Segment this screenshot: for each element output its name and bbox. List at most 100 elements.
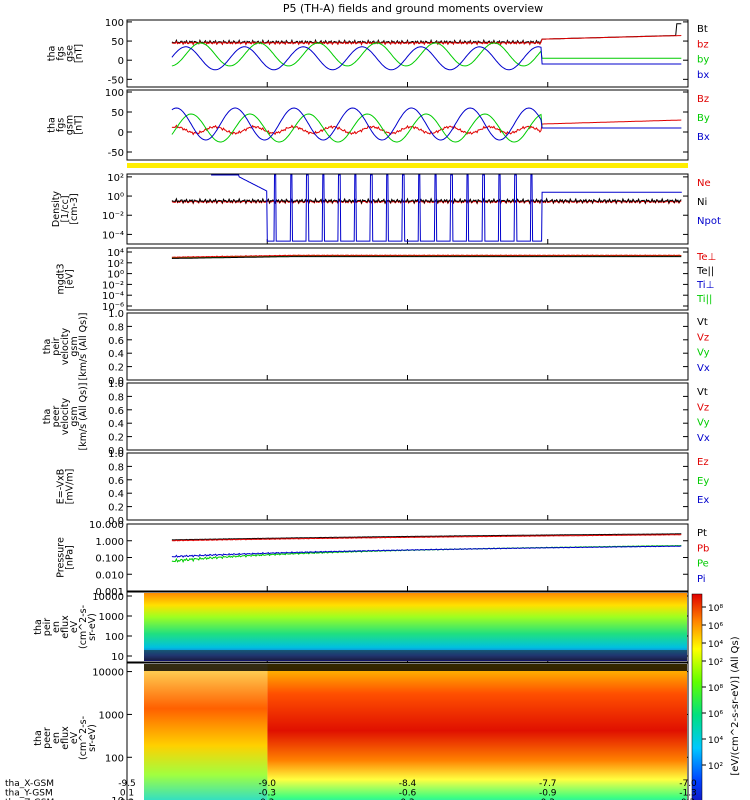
y-axis-label: gsm [65, 115, 76, 135]
colorbar [691, 593, 703, 800]
colorbar-label: [eV/(cm^2-s-sr-eV)] (All Qs) [730, 636, 741, 775]
y-axis-label: tha [33, 619, 44, 635]
panel-frame [126, 662, 689, 800]
y-tick-label: 0.2 [108, 503, 124, 514]
y-tick-label: 1.0 [108, 309, 124, 320]
legend-entry: Ez [697, 457, 709, 468]
series-Ni [171, 197, 682, 205]
x-tick-label: -7.0 [679, 779, 697, 789]
y-axis-label: gse [65, 45, 76, 62]
y-tick-label: 10⁻² [102, 280, 124, 291]
y-tick-label: 0.100 [95, 554, 124, 565]
legend-entry: Vy [697, 418, 710, 429]
x-tick-label: 0.3 [260, 798, 274, 800]
y-tick-label: 1.000 [95, 537, 124, 548]
y-tick-label: 0.6 [108, 406, 124, 417]
y-tick-label: 1000 [99, 612, 124, 623]
x-tick-label: 0.3 [681, 798, 695, 800]
legend-entry: Ni [697, 197, 707, 208]
panel-peir-eflux: 10000 1000 100 10 thapeirenefluxeV(cm^2-s-sr… [33, 591, 689, 663]
y-tick-label: 100 [105, 753, 124, 764]
x-tick-label: 0.3 [541, 798, 555, 800]
panel-frame [126, 19, 689, 88]
y-axis-label: [km/s (All Qs)] [78, 383, 89, 451]
y-axis-label: [nT] [74, 44, 85, 63]
legend-entry: Vx [697, 433, 710, 444]
panel-efield: 1.0 0.8 0.6 0.4 0.2 0.0 E=-VxB[mV/m] Ez Ey Ex [56, 449, 710, 527]
panel-frame [126, 312, 689, 381]
legend-entry: Ti|| [696, 294, 712, 305]
y-axis-label: (cm^2-s- [78, 605, 89, 649]
x-tick-label: 0.3 [400, 798, 414, 800]
series-Te-perp [171, 254, 682, 259]
series-Pi [171, 545, 682, 558]
y-axis-label: peer [42, 727, 53, 749]
legend-entry: Vz [697, 402, 709, 413]
y-axis-label: en [51, 621, 62, 633]
y-axis-label: peer [51, 406, 62, 428]
y-axis-label: sr-eV) [87, 724, 98, 752]
legend-entry: Pe [697, 559, 709, 570]
legend-entry: Vt [697, 317, 708, 328]
legend-entry: Vx [697, 363, 710, 374]
y-axis-label: tha [33, 730, 44, 746]
spectrogram-peir-low-band [144, 650, 687, 660]
legend-entry: Bx [697, 132, 710, 143]
panel-pressure: 10.000 1.000 0.100 0.010 0.001 Pressure[nPa] P… [56, 520, 710, 598]
spectrogram-peir [144, 593, 687, 661]
legend-entry: Vt [697, 387, 708, 398]
y-tick-label: -50 [108, 148, 124, 159]
y-tick-label: 10⁻⁴ [102, 291, 124, 302]
y-axis-label: [km/s (All Qs)] [78, 313, 89, 381]
y-tick-label: 0.010 [95, 570, 124, 581]
y-axis-label: tha [47, 117, 58, 133]
y-axis-label: [eV] [65, 269, 76, 289]
y-axis-label: fgs [56, 118, 67, 132]
x-tick-label: -7.7 [539, 779, 557, 789]
legend-entry: By [697, 113, 710, 124]
y-tick-label: 0.2 [108, 433, 124, 444]
panel-peer-eflux: 10000 1000 100 10 thapeerenefluxeV(cm^2-s-sr… [33, 662, 689, 800]
y-tick-label: 0.4 [108, 419, 124, 430]
y-axis-label: sr-eV) [87, 613, 98, 641]
y-tick-label: 1.0 [108, 379, 124, 390]
y-tick-label: 10² [107, 173, 124, 184]
y-tick-label: 0.4 [108, 349, 124, 360]
y-axis-label: velocity [60, 398, 71, 436]
y-axis-label: tha [42, 339, 53, 355]
legend-entry: Ey [697, 476, 709, 487]
legend-entry: Te⊥ [696, 252, 716, 263]
legend-entry: Ex [697, 495, 709, 506]
colorbar-tick-label: 10⁶ [708, 710, 723, 720]
x-tick-label: -1.3 [679, 789, 697, 799]
legend-entry: Bt [697, 24, 708, 35]
legend-entry: Pi [697, 574, 706, 585]
y-tick-label: 10⁴ [107, 248, 124, 259]
legend-entry: bx [697, 70, 709, 81]
legend-entry: Te|| [696, 266, 714, 277]
y-tick-label: 0.001 [95, 587, 124, 598]
y-axis-label: [cm-3] [69, 193, 80, 224]
y-tick-label: 10⁰ [107, 270, 124, 281]
series-bx [171, 46, 682, 71]
x-axis-row-label: tha_Y-GSM [5, 789, 53, 799]
legend-entry: Vz [697, 332, 709, 343]
y-axis-label: tha [42, 409, 53, 425]
panel-density: 10² 10⁰ 10⁻² 10⁻⁴ Density[1/cc][cm-3] Ne Ni Npo… [51, 173, 721, 245]
y-axis-label: mgdt3 [56, 263, 67, 294]
y-tick-label: 0.0 [108, 376, 124, 387]
overlays-group [126, 23, 689, 800]
y-axis-label: [1/cc] [60, 195, 71, 222]
y-axis-label: peir [51, 337, 62, 356]
legend-entry: Pb [697, 543, 709, 554]
colorbar-tick-label: 10⁶ [708, 622, 723, 632]
colorbar-tick-label: 10⁴ [708, 640, 723, 650]
colorbar-tick-label: 10⁸ [708, 684, 723, 694]
legend-entry: Npot [697, 216, 721, 227]
x-axis-row-label: tha_X-GSM [5, 779, 54, 789]
y-tick-label: 10 [111, 796, 124, 800]
y-axis-label: eV [69, 620, 80, 633]
